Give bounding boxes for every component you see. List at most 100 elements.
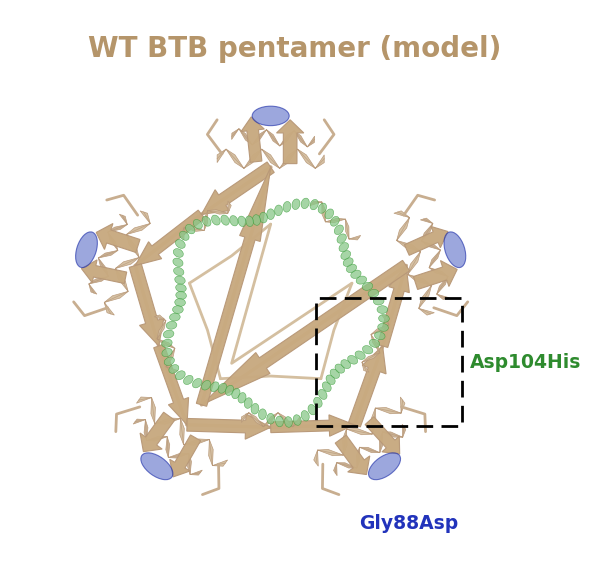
Polygon shape	[187, 414, 270, 439]
Ellipse shape	[313, 397, 322, 407]
Ellipse shape	[377, 306, 388, 313]
Ellipse shape	[169, 313, 180, 321]
Ellipse shape	[202, 216, 211, 226]
Ellipse shape	[238, 393, 246, 403]
Ellipse shape	[172, 306, 183, 313]
Polygon shape	[136, 210, 204, 266]
Polygon shape	[181, 201, 231, 240]
Ellipse shape	[175, 276, 185, 284]
Polygon shape	[129, 264, 164, 346]
Text: Gly88Asp: Gly88Asp	[359, 514, 459, 533]
Polygon shape	[404, 226, 448, 255]
Ellipse shape	[308, 405, 316, 415]
Polygon shape	[89, 214, 127, 294]
Polygon shape	[335, 435, 370, 475]
Ellipse shape	[230, 216, 238, 226]
Polygon shape	[394, 211, 434, 315]
Polygon shape	[197, 167, 270, 406]
Polygon shape	[378, 266, 410, 348]
Polygon shape	[241, 117, 264, 162]
Ellipse shape	[166, 322, 177, 329]
Ellipse shape	[444, 232, 466, 268]
Ellipse shape	[162, 348, 172, 357]
Ellipse shape	[175, 284, 186, 292]
Polygon shape	[413, 260, 457, 289]
Ellipse shape	[318, 203, 327, 213]
Ellipse shape	[347, 264, 356, 273]
Ellipse shape	[325, 209, 333, 219]
Ellipse shape	[244, 397, 252, 408]
Ellipse shape	[341, 360, 351, 369]
Polygon shape	[365, 417, 400, 454]
Ellipse shape	[326, 375, 335, 385]
Ellipse shape	[318, 389, 327, 399]
Text: WT BTB pentamer (model): WT BTB pentamer (model)	[88, 35, 501, 63]
Polygon shape	[420, 218, 450, 299]
Ellipse shape	[76, 232, 97, 268]
Polygon shape	[170, 435, 201, 477]
Ellipse shape	[210, 382, 219, 392]
Ellipse shape	[362, 282, 373, 290]
Polygon shape	[96, 223, 140, 252]
Ellipse shape	[341, 250, 351, 259]
Polygon shape	[137, 397, 227, 466]
Ellipse shape	[183, 375, 193, 385]
Ellipse shape	[212, 215, 220, 225]
Ellipse shape	[339, 243, 348, 252]
Ellipse shape	[378, 323, 388, 331]
Ellipse shape	[330, 369, 339, 379]
Ellipse shape	[322, 382, 331, 392]
Ellipse shape	[163, 330, 174, 338]
Polygon shape	[104, 211, 150, 315]
Ellipse shape	[267, 209, 275, 219]
Ellipse shape	[169, 365, 179, 373]
Polygon shape	[201, 162, 274, 215]
Ellipse shape	[174, 268, 184, 276]
Ellipse shape	[335, 364, 345, 373]
Ellipse shape	[275, 205, 283, 216]
Bar	[316, 298, 462, 426]
Ellipse shape	[238, 216, 246, 226]
Polygon shape	[154, 315, 178, 372]
Ellipse shape	[301, 198, 309, 209]
Ellipse shape	[348, 356, 358, 364]
Ellipse shape	[201, 380, 211, 390]
Ellipse shape	[192, 379, 202, 388]
Ellipse shape	[355, 351, 365, 359]
Polygon shape	[276, 120, 304, 163]
Polygon shape	[270, 415, 355, 436]
Ellipse shape	[374, 332, 385, 340]
Polygon shape	[217, 149, 324, 168]
Ellipse shape	[284, 417, 292, 427]
Ellipse shape	[373, 297, 384, 305]
Ellipse shape	[379, 315, 389, 322]
Ellipse shape	[276, 416, 283, 427]
Ellipse shape	[186, 225, 195, 234]
Polygon shape	[362, 315, 389, 372]
Polygon shape	[133, 419, 202, 475]
Polygon shape	[82, 260, 126, 283]
Ellipse shape	[175, 299, 186, 306]
Ellipse shape	[252, 106, 289, 126]
Ellipse shape	[301, 410, 309, 421]
Ellipse shape	[335, 225, 344, 235]
Ellipse shape	[176, 292, 186, 299]
Ellipse shape	[260, 212, 267, 223]
Ellipse shape	[293, 415, 301, 425]
Polygon shape	[310, 201, 361, 240]
Ellipse shape	[141, 453, 173, 480]
Ellipse shape	[175, 239, 185, 248]
Ellipse shape	[218, 383, 227, 393]
Ellipse shape	[351, 270, 361, 278]
Polygon shape	[333, 424, 406, 476]
Ellipse shape	[173, 249, 183, 258]
Ellipse shape	[310, 199, 318, 210]
Polygon shape	[314, 397, 405, 466]
Polygon shape	[241, 413, 300, 427]
Polygon shape	[232, 129, 315, 147]
Polygon shape	[348, 346, 386, 427]
Polygon shape	[140, 412, 175, 452]
Ellipse shape	[193, 219, 203, 229]
Ellipse shape	[258, 409, 266, 420]
Ellipse shape	[173, 258, 183, 266]
